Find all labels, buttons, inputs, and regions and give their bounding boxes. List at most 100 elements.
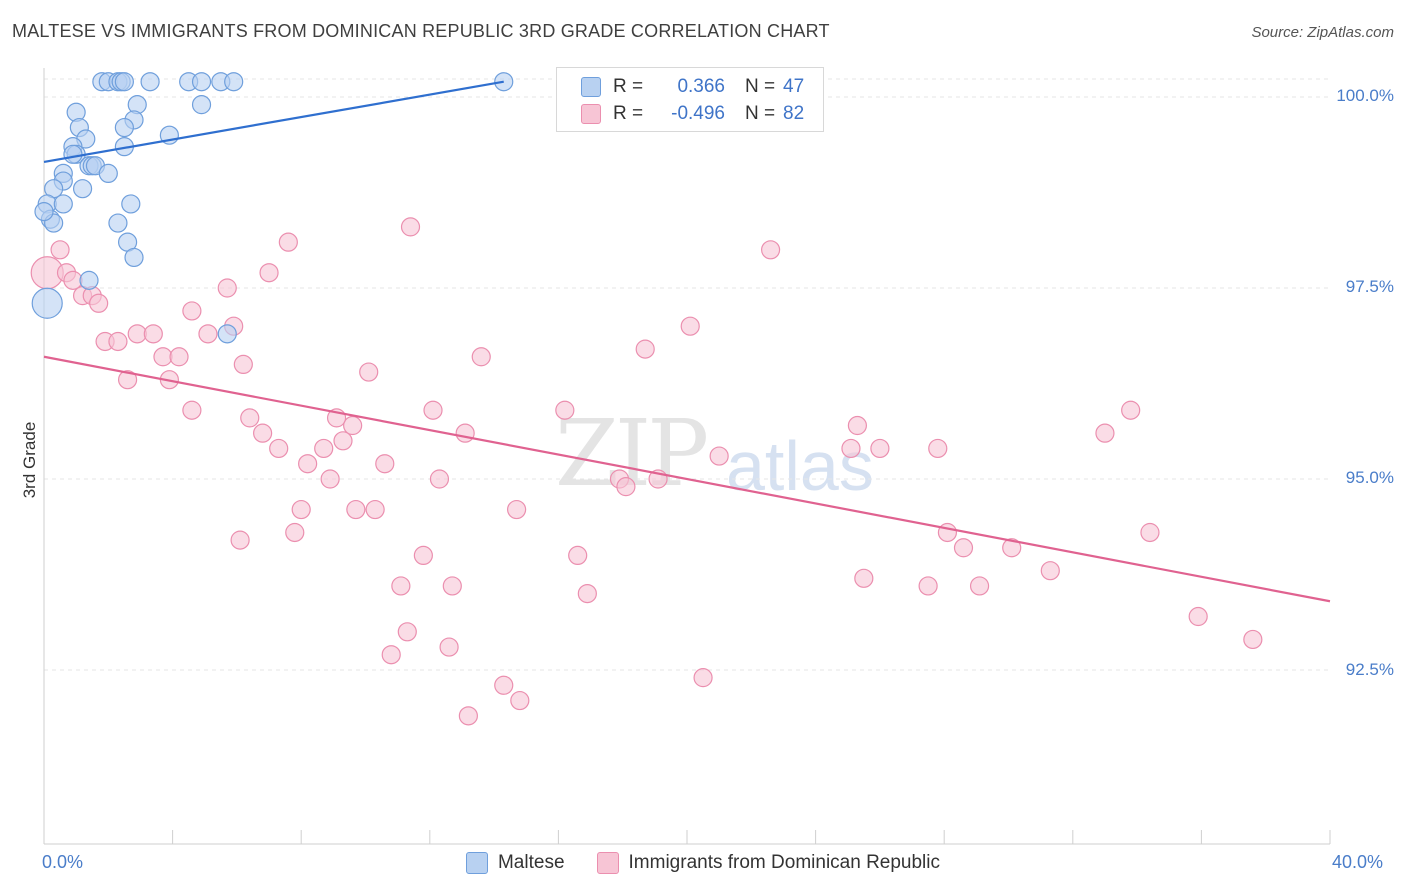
- correlation-legend: R = 0.366 N = 47 R = -0.496 N = 82: [556, 67, 824, 132]
- y-axis-label: 3rd Grade: [20, 421, 39, 499]
- maltese-point: [121, 194, 141, 214]
- maltese-point: [224, 72, 244, 92]
- maltese-point: [191, 95, 212, 115]
- dominican-point: [555, 400, 575, 420]
- y-tick-label: 97.5%: [1345, 277, 1394, 296]
- legend-swatch-pink: [581, 104, 601, 124]
- dominican-point: [953, 538, 974, 558]
- dominican-point: [854, 568, 874, 588]
- dominican-point: [397, 622, 417, 642]
- dominican-point: [760, 240, 781, 260]
- y-tick-label: 100.0%: [1336, 86, 1394, 105]
- axes: [43, 68, 1331, 845]
- dominican-point: [841, 438, 861, 459]
- dominican-point: [269, 438, 289, 459]
- n-label: N =: [745, 103, 776, 124]
- dominican-point: [494, 675, 514, 695]
- dominican-point: [577, 583, 597, 604]
- dominican-point: [198, 324, 218, 344]
- chart-title: MALTESE VS IMMIGRANTS FROM DOMINICAN REP…: [12, 21, 830, 41]
- maltese-point: [79, 270, 99, 290]
- dominican-point: [127, 324, 147, 344]
- dominican-point: [1121, 400, 1141, 420]
- dominican-point: [455, 423, 475, 443]
- gridlines: [44, 78, 1330, 671]
- series-dominican-republic: [30, 217, 1263, 726]
- dominican-point: [375, 454, 395, 474]
- maltese-point: [114, 117, 134, 138]
- dominican-point: [346, 499, 366, 520]
- dominican-point: [1095, 423, 1115, 443]
- dominican-point: [298, 454, 318, 474]
- legend-item-dominican[interactable]: Immigrants from Dominican Republic: [596, 852, 941, 874]
- dominican-point: [458, 706, 478, 726]
- dominican-point: [278, 232, 298, 252]
- n-label: N =: [745, 76, 776, 97]
- maltese-point: [72, 179, 93, 199]
- dominican-point: [391, 576, 411, 596]
- dominican-point: [169, 347, 189, 367]
- dominican-point: [182, 400, 202, 420]
- dominican-point: [568, 545, 588, 566]
- dominican-point: [240, 408, 260, 428]
- dominican-point: [182, 301, 202, 321]
- dominican-point: [143, 324, 163, 344]
- legend-label: Immigrants from Dominican Republic: [628, 852, 941, 873]
- dominican-point: [693, 668, 713, 688]
- dominican-point: [507, 499, 527, 520]
- maltese-point: [53, 194, 73, 214]
- dominican-point: [320, 469, 340, 489]
- maltese-point: [34, 202, 54, 222]
- y-tick-label: 95.0%: [1345, 468, 1394, 487]
- dominican-point: [314, 438, 334, 459]
- trend-lines: [43, 80, 1331, 603]
- dominican-point: [1188, 606, 1208, 627]
- dominican-point: [429, 469, 450, 489]
- dominican-point: [1243, 629, 1263, 650]
- dominican-point: [285, 522, 305, 543]
- legend-row-dominican: R = -0.496 N = 82: [581, 101, 804, 127]
- dominican-point: [1140, 522, 1160, 543]
- dominican-point: [217, 278, 237, 298]
- x-tick-label: 0.0%: [42, 852, 84, 872]
- dominican-point: [50, 240, 70, 260]
- dominican-point: [709, 446, 729, 466]
- dominican-trend-line: [43, 355, 1331, 603]
- dominican-point: [423, 400, 443, 420]
- dominican-point: [400, 217, 421, 237]
- n-value: 47: [783, 76, 805, 97]
- n-value: 82: [783, 103, 805, 124]
- dominican-point: [616, 477, 636, 497]
- dominican-point: [937, 522, 958, 543]
- dominican-point: [89, 293, 109, 313]
- dominican-point: [471, 347, 491, 367]
- legend-swatch-pink: [596, 852, 619, 874]
- legend-item-maltese[interactable]: Maltese: [465, 852, 565, 874]
- dominican-point: [253, 423, 273, 443]
- maltese-point: [63, 144, 83, 164]
- maltese-point: [140, 72, 160, 92]
- dominican-point: [343, 415, 363, 436]
- dominican-point: [680, 316, 700, 336]
- series-maltese: [31, 72, 732, 344]
- dominican-point: [381, 645, 401, 665]
- series-legend: Maltese Immigrants from Dominican Republ…: [0, 852, 1406, 874]
- dominican-point: [918, 576, 938, 596]
- dominican-point: [365, 499, 385, 520]
- r-value: 0.366: [677, 76, 725, 97]
- dominican-point: [928, 438, 948, 459]
- dominican-point: [413, 545, 433, 566]
- dominican-point: [969, 576, 990, 596]
- dominican-point: [847, 415, 867, 436]
- maltese-point: [31, 287, 63, 319]
- legend-label: Maltese: [497, 852, 565, 873]
- dominican-point: [291, 499, 311, 520]
- maltese-point: [217, 324, 237, 344]
- source-label: Source: ZipAtlas.com: [1251, 24, 1394, 41]
- dominican-point: [359, 362, 379, 382]
- dominican-point: [153, 347, 173, 367]
- x-tick-label: 40.0%: [1332, 852, 1384, 872]
- maltese-point: [124, 247, 144, 268]
- legend-swatch-blue: [581, 77, 601, 97]
